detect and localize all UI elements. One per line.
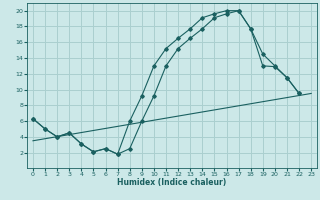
X-axis label: Humidex (Indice chaleur): Humidex (Indice chaleur) <box>117 178 227 187</box>
